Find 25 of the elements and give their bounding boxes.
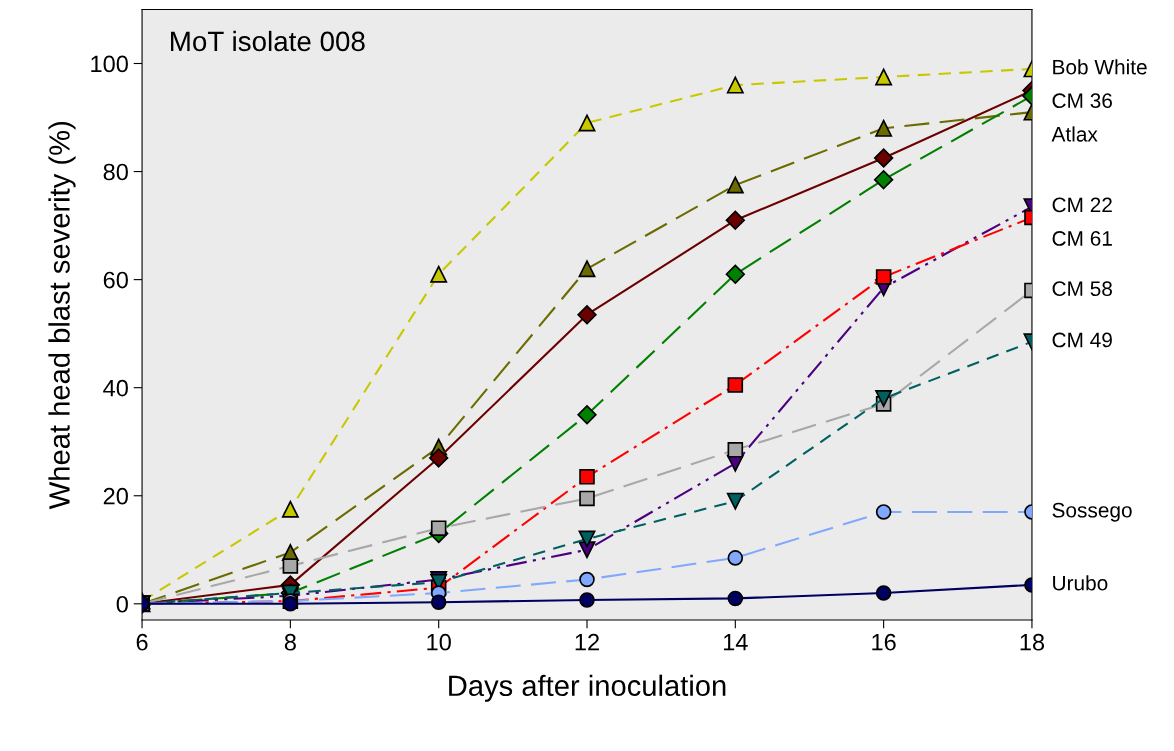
series-label: Bob White xyxy=(1053,59,1147,75)
series-label: Atlax xyxy=(1051,126,1098,142)
y-tick-label: 60 xyxy=(103,271,128,289)
series-label: Sossego xyxy=(1052,502,1132,522)
y-tick-label: 20 xyxy=(103,487,128,505)
series-label: Urubo xyxy=(1053,575,1108,591)
x-tick-label: 10 xyxy=(427,633,451,651)
y-tick-label: 40 xyxy=(103,379,128,397)
text: MoT isolate 008 xyxy=(171,30,365,52)
x-tick-label: 16 xyxy=(872,633,896,651)
y-tick-label: 80 xyxy=(103,163,128,181)
x-tick-label: 6 xyxy=(136,633,148,651)
y-tick-label: 100 xyxy=(91,55,128,73)
series-label: CM 58 xyxy=(1052,281,1112,297)
y-tick-label: 0 xyxy=(116,595,128,613)
series-label: CM 22 xyxy=(1052,197,1112,213)
series-label: CM 49 xyxy=(1052,332,1112,348)
x-tick-label: 8 xyxy=(284,633,296,651)
x-tick-label: 18 xyxy=(1020,633,1045,651)
x-tick-label: 14 xyxy=(723,634,748,651)
x-tick-label: 12 xyxy=(575,633,599,651)
series-label: CM 36 xyxy=(1052,93,1112,109)
y-axis-title: Wheat head blast severity (%) xyxy=(48,122,76,510)
series-label: CM 61 xyxy=(1052,231,1112,246)
x-axis-title: Days after inoculation xyxy=(449,674,726,702)
